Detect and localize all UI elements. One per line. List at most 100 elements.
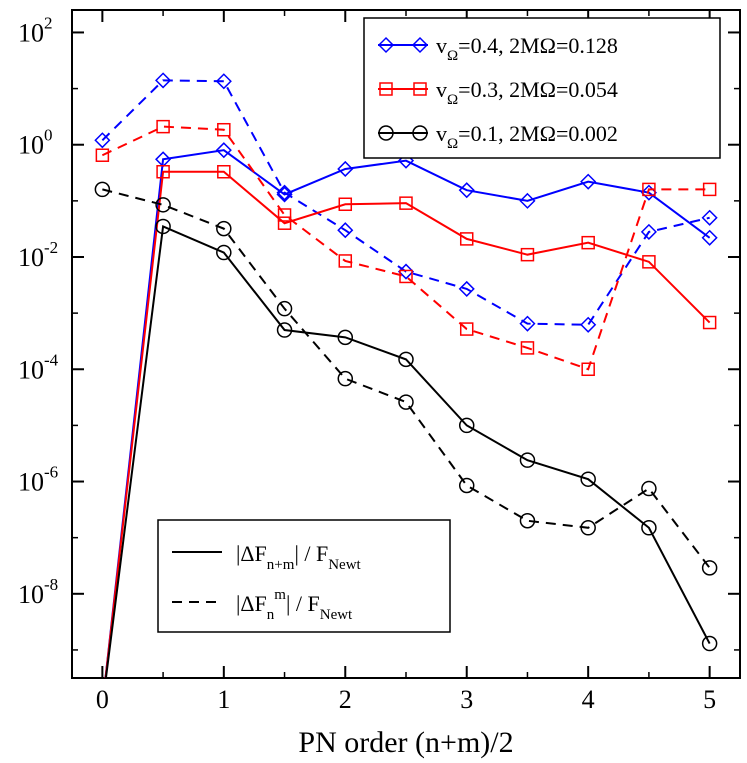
data-point-diamond [155,72,172,89]
data-point-diamond [94,132,111,149]
series-line-v=0.3-dashed [101,125,710,371]
data-point-circle [641,520,657,536]
data-point-square [459,232,474,246]
data-point-square [520,341,535,355]
legend-formula-pre: |ΔF [236,591,267,616]
data-point-circle [519,513,536,529]
data-point-diamond [337,222,354,239]
data-point-square [581,235,595,250]
x-tick-label: 0 [96,685,109,714]
legend-marker-diamond [411,36,429,54]
legend-label-v: v [436,77,447,102]
legend-marker-square [379,82,393,96]
data-point-circle [458,477,475,494]
legend-label-v: v [436,33,447,58]
data-point-circle [519,452,536,468]
x-tick-label: 2 [339,685,352,714]
data-point-square [399,269,413,284]
x-tick-label: 4 [582,685,595,714]
series-line-v=0.1-dashed [102,188,711,569]
data-point-circle [94,181,111,198]
y-tick-label: 100 [18,126,53,160]
data-point-diamond [640,223,657,240]
data-point-diamond [215,73,232,90]
y-tick-base: 10 [18,18,44,47]
data-point-circle [337,329,354,346]
data-point-square [702,182,717,197]
legend-bottom: |ΔFn+m| / FNewt |ΔFnm| / FNewt [157,519,451,633]
data-point-diamond [701,229,718,246]
y-tick-exponent: -6 [44,463,58,482]
legend-label-sub: Ω [447,136,458,152]
data-point-circle [398,394,414,410]
data-point-diamond [397,263,415,280]
data-point-square [156,165,170,179]
data-point-circle [276,322,293,338]
y-tick-base: 10 [18,355,44,384]
series-line-v=0.4-dashed [101,79,710,326]
data-point-square [338,254,353,268]
data-point-diamond [337,160,354,178]
data-point-diamond [458,182,475,199]
data-point-square [459,322,474,336]
data-point-square [277,216,292,230]
legend-formula: |ΔFn+m| / FNewt [236,541,362,573]
legend-bottom-box [157,519,451,633]
data-point-square [217,122,231,137]
data-point-square [581,362,595,377]
legend-formula-post: | / F [286,591,320,616]
data-point-diamond [276,186,293,203]
data-point-square [277,208,292,222]
y-tick-exponent: -2 [44,238,58,257]
legend-label-sub: Ω [447,92,458,108]
data-point-circle [398,351,414,368]
data-point-square [642,182,656,197]
data-point-circle [458,417,475,434]
legend-marker-square [413,82,427,96]
data-point-diamond [458,280,475,297]
data-point-diamond [276,184,293,201]
legend-formula-post-sub: Newt [320,607,353,623]
data-point-diamond [701,209,718,226]
series-layer [94,72,718,678]
legend-formula: |ΔFnm| / FNewt [236,587,353,623]
y-tick-exponent: 2 [44,13,53,32]
data-point-diamond [580,316,597,333]
y-tick-exponent: -8 [44,575,58,594]
legend-label: vΩ=0.1, 2MΩ=0.002 [436,121,618,152]
y-tick-label: 10-8 [18,575,58,609]
data-point-square [520,247,535,262]
series-line-v=0.3-solid [104,170,711,678]
data-point-diamond [580,173,597,190]
data-point-circle [641,480,657,497]
y-tick-label: 10-6 [18,463,58,497]
data-point-diamond [519,192,536,209]
data-point-circle [701,635,718,652]
data-point-circle [337,370,354,387]
y-tick-base: 10 [18,243,44,272]
y-tick-base: 10 [18,468,44,497]
legend-formula-sub: n [267,607,275,623]
y-tick-base: 10 [18,580,44,609]
legend-marker-circle [412,125,428,141]
series-line-v=0.1-solid [104,225,711,678]
legend-label-sub: Ω [447,48,458,64]
x-axis-title: PN order (n+m)/2 [298,726,513,759]
y-tick-label: 10-4 [18,350,59,384]
data-point-square [217,165,231,179]
legend-label-v: v [436,121,447,146]
x-tick-label: 1 [217,685,230,714]
data-point-square [642,255,656,269]
data-point-circle [216,220,232,237]
legend-marker-diamond [377,36,395,54]
legend-label: vΩ=0.4, 2MΩ=0.128 [436,33,618,64]
data-point-circle [276,300,293,317]
legend-formula-post-sub: Newt [328,557,361,573]
y-tick-label: 102 [18,13,53,47]
data-point-square [338,197,353,212]
data-point-circle [701,560,718,576]
legend-formula-post: | / F [294,541,328,566]
